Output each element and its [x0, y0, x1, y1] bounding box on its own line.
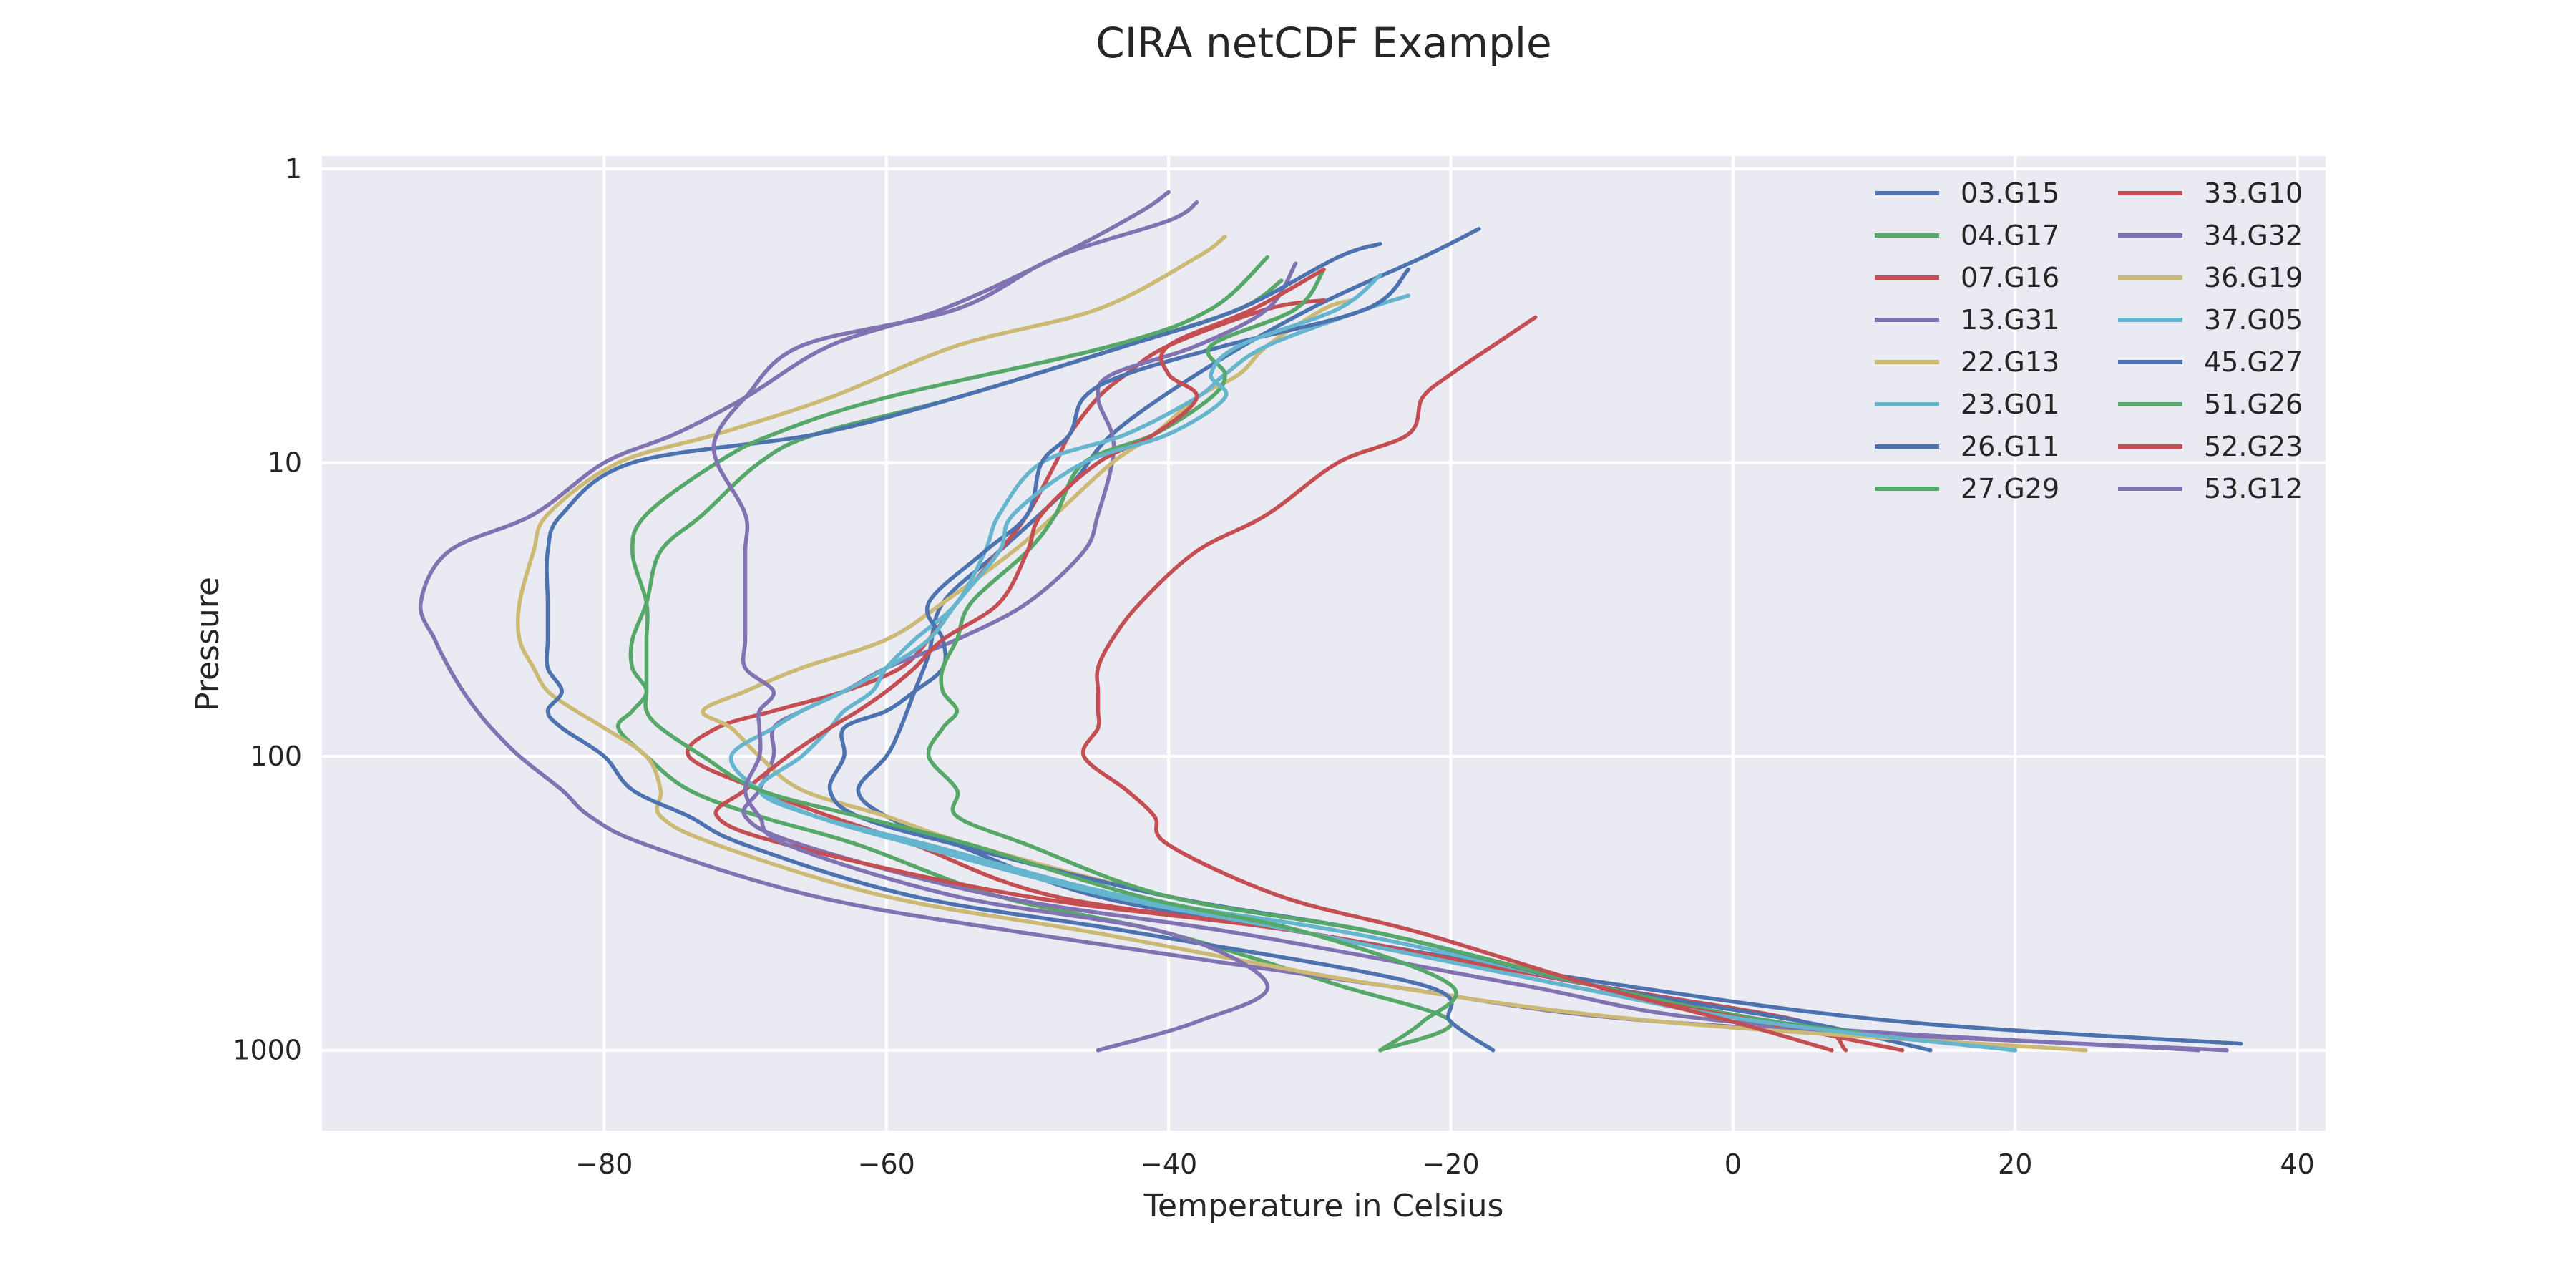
legend-label: 36.G19 — [2204, 262, 2303, 293]
plot-background — [322, 156, 2326, 1131]
x-tick-label: −80 — [575, 1148, 633, 1180]
legend-label: 04.G17 — [1961, 220, 2059, 251]
x-axis-label: Temperature in Celsius — [1143, 1188, 1504, 1224]
legend-label: 03.G15 — [1961, 177, 2059, 209]
legend-label: 07.G16 — [1961, 262, 2059, 293]
legend-label: 52.G23 — [2204, 431, 2303, 462]
legend-label: 53.G12 — [2204, 473, 2303, 504]
y-tick-label: 1 — [285, 153, 302, 185]
legend-label: 37.G05 — [2204, 304, 2303, 336]
series-layer — [418, 190, 2243, 1053]
y-axis-label: Pressure — [190, 577, 226, 711]
series-line-27.G29 — [926, 267, 2017, 1053]
y-tick-label: 1000 — [233, 1035, 302, 1066]
grid-layer — [322, 156, 2326, 1131]
x-tick-label: −60 — [858, 1148, 915, 1180]
tick-layer: −80 −60 −40 −20 0 20 40 1 10 100 1000 — [233, 153, 2314, 1180]
chart-title: CIRA netCDF Example — [1096, 19, 1551, 67]
y-tick-label: 100 — [250, 741, 302, 772]
series-line-23.G01 — [757, 293, 2017, 1053]
legend-label: 23.G01 — [1961, 389, 2059, 420]
series-line-53.G12 — [711, 200, 1270, 1053]
x-tick-label: −20 — [1422, 1148, 1479, 1180]
legend-label: 45.G27 — [2204, 346, 2303, 378]
x-tick-label: 0 — [1724, 1148, 1742, 1180]
legend-label: 13.G31 — [1961, 304, 2059, 336]
series-line-51.G26 — [630, 255, 1458, 1053]
legend-label: 26.G11 — [1961, 431, 2059, 462]
legend-label: 22.G13 — [1961, 346, 2059, 378]
series-line-36.G19 — [515, 234, 2088, 1053]
series-line-03.G15 — [856, 227, 2243, 1046]
series-line-37.G05 — [728, 273, 2017, 1053]
y-tick-label: 10 — [268, 447, 302, 479]
series-line-52.G23 — [1080, 315, 1834, 1053]
legend-label: 27.G29 — [1961, 473, 2059, 504]
legend: 03.G15 04.G17 07.G16 13.G31 22.G13 23.G01 26.G… — [1875, 177, 2303, 504]
legend-label: 51.G26 — [2204, 389, 2303, 420]
legend-label: 33.G10 — [2204, 177, 2303, 209]
x-tick-label: 40 — [2280, 1148, 2314, 1180]
x-tick-label: 20 — [1998, 1148, 2032, 1180]
x-tick-label: −40 — [1140, 1148, 1197, 1180]
legend-label: 34.G32 — [2204, 220, 2303, 251]
series-line-45.G27 — [545, 242, 1496, 1053]
